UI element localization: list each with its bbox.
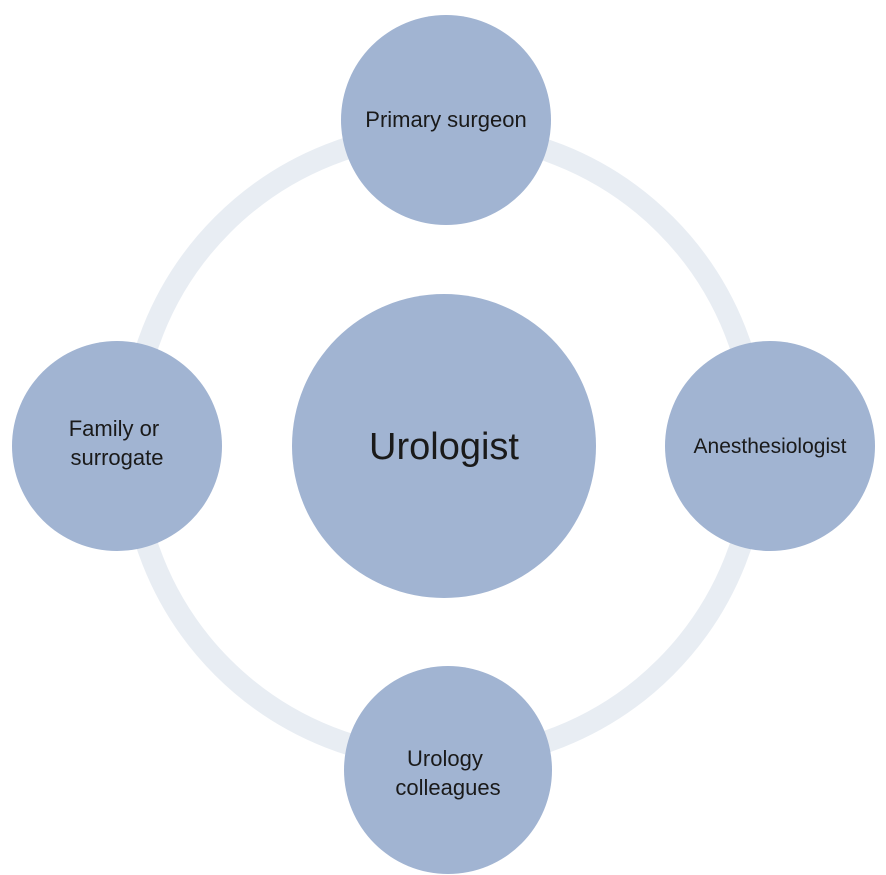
center-node: Urologist — [292, 294, 596, 598]
node-family-or-surrogate-circle — [12, 341, 222, 551]
node-anesthesiologist-circle — [665, 341, 875, 551]
node-family-or-surrogate: Family or surrogate — [12, 341, 222, 551]
center-node-circle — [292, 294, 596, 598]
node-primary-surgeon-circle — [341, 15, 551, 225]
node-primary-surgeon: Primary surgeon — [341, 15, 551, 225]
node-anesthesiologist: Anesthesiologist — [665, 341, 875, 551]
center-node-label: Urologist — [369, 426, 519, 468]
node-urology-colleagues-label: Urology colleagues — [395, 746, 500, 800]
node-urology-colleagues-circle — [344, 666, 552, 874]
node-family-or-surrogate-label: Family or surrogate — [69, 416, 166, 470]
node-urology-colleagues: Urology colleagues — [344, 666, 552, 874]
node-anesthesiologist-label: Anesthesiologist — [694, 435, 847, 458]
node-primary-surgeon-label: Primary surgeon — [365, 107, 526, 132]
